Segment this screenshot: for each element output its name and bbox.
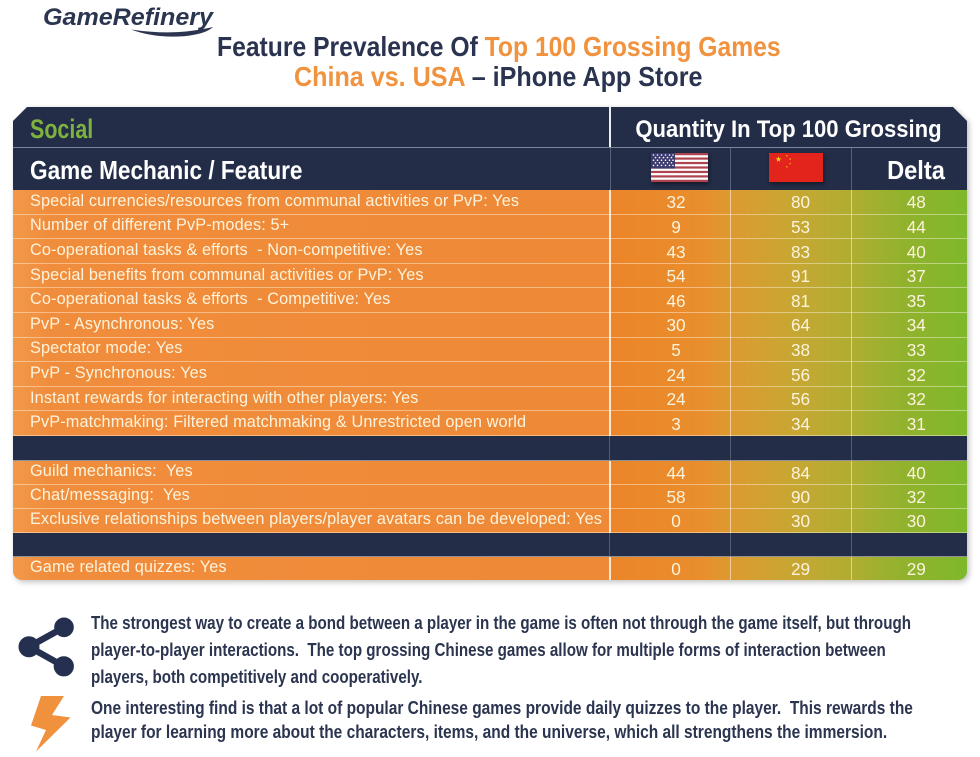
svg-text:GameRefinery: GameRefinery xyxy=(43,4,215,31)
